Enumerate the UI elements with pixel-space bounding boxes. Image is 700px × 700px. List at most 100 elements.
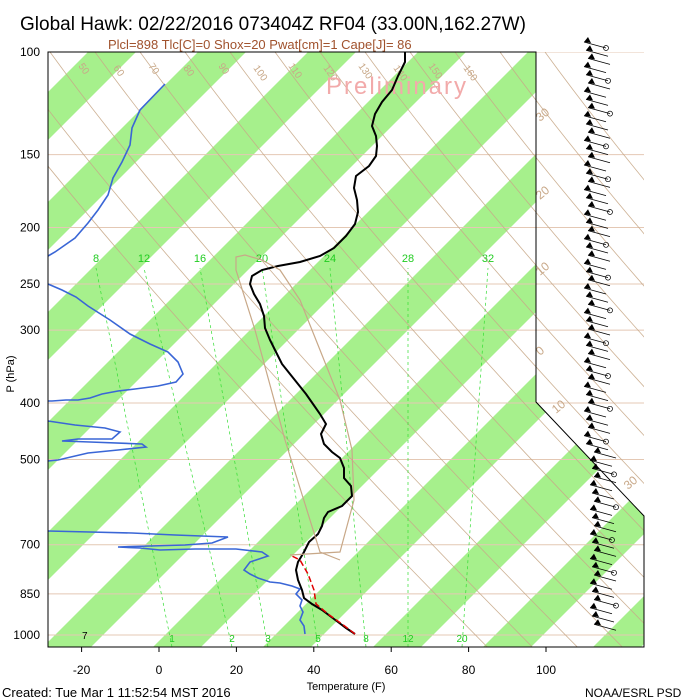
calm-circle xyxy=(605,373,611,379)
temperature-band xyxy=(320,52,644,647)
wind-barb xyxy=(587,82,611,90)
wind-barb xyxy=(583,189,607,196)
mixing-ratio-bottom-label: 3 xyxy=(265,634,271,645)
wind-flag xyxy=(584,184,591,191)
wind-barb xyxy=(593,574,617,582)
plot-frame xyxy=(47,51,645,648)
wind-flag xyxy=(584,86,591,93)
wind-barb xyxy=(583,435,607,442)
pressure-tick-label: 400 xyxy=(20,396,40,410)
wind-barb xyxy=(583,115,607,123)
wind-barb xyxy=(585,246,609,254)
wind-barb xyxy=(591,541,615,549)
wind-barb xyxy=(589,459,613,467)
calm-circle xyxy=(607,405,613,412)
temperature-band xyxy=(100,52,644,647)
calm-circle xyxy=(605,176,611,183)
wind-barb xyxy=(587,131,611,139)
wind-flag xyxy=(586,291,593,298)
temperature-profile xyxy=(248,52,406,635)
wind-flag xyxy=(592,512,599,519)
wind-flag xyxy=(588,201,595,207)
wind-flag xyxy=(590,553,597,560)
wind-flag xyxy=(592,561,599,568)
wind-flag xyxy=(586,266,593,273)
pressure-tick-label: 1000 xyxy=(13,628,40,642)
wind-barb xyxy=(593,623,617,631)
pressure-tick-label: 150 xyxy=(20,148,40,162)
dry-adiabat xyxy=(229,52,644,532)
wind-flag xyxy=(584,258,591,265)
calm-circle xyxy=(613,504,619,511)
wind-flag xyxy=(592,488,599,494)
y-axis-label: P (hPa) xyxy=(5,355,17,392)
calm-circle xyxy=(603,241,609,248)
dry-adiabat xyxy=(544,52,644,181)
wind-flag xyxy=(590,455,597,462)
wind-barb xyxy=(583,238,607,246)
pressure-tick-label: 200 xyxy=(20,221,40,235)
calm-circle xyxy=(605,77,611,84)
wind-barb xyxy=(587,254,611,262)
wind-barb xyxy=(591,492,615,500)
wind-barb xyxy=(593,500,617,508)
temperature-tick-label: 20 xyxy=(230,663,244,677)
wind-flag xyxy=(584,356,591,363)
wind-barb xyxy=(591,615,615,623)
pressure-tick-label: 100 xyxy=(20,45,40,59)
temperature-tick-label: -20 xyxy=(73,663,91,677)
wind-barb xyxy=(593,599,617,606)
temperature-band xyxy=(430,52,644,647)
wind-barb xyxy=(587,353,611,360)
wind-barb xyxy=(583,361,607,369)
wind-barb xyxy=(593,476,617,483)
wind-barb xyxy=(583,164,607,172)
wind-barb xyxy=(589,533,613,541)
calm-circle xyxy=(607,209,613,215)
mixing-ratio-line xyxy=(95,267,173,647)
wind-flag xyxy=(584,381,591,388)
temperature-tick-label: 100 xyxy=(536,663,556,677)
wind-barb xyxy=(591,566,615,574)
wind-barbs xyxy=(583,37,619,631)
temperature-band xyxy=(48,52,628,647)
wind-flag xyxy=(588,78,595,84)
dry-adiabat xyxy=(48,108,533,647)
mixing-ratio-bottom-label: 5 xyxy=(315,634,321,645)
wind-barb xyxy=(583,336,607,344)
wind-flag xyxy=(588,102,595,109)
mixing-ratio-label: 24 xyxy=(324,253,336,265)
wind-barb xyxy=(589,509,613,516)
wind-flag xyxy=(594,545,601,552)
wind-barb xyxy=(583,66,607,73)
calm-circle xyxy=(603,438,609,445)
wind-flag xyxy=(588,373,595,380)
wind-flag xyxy=(586,242,593,248)
wind-flag xyxy=(584,430,591,437)
wind-flag xyxy=(586,45,593,52)
wind-flag xyxy=(584,61,591,68)
dry-adiabat xyxy=(184,52,644,578)
wind-barb xyxy=(589,582,613,590)
pressure-axis: 100 150 200 250 300 400 500 700 850 1000 xyxy=(13,45,40,642)
moist-adiabat-trace xyxy=(235,254,355,561)
dry-adiabat xyxy=(319,52,644,437)
wind-barb xyxy=(585,148,609,155)
calm-circle xyxy=(607,110,613,117)
mixing-ratio-line xyxy=(199,267,269,647)
wind-barb xyxy=(589,607,613,615)
pressure-tick-label: 300 xyxy=(20,323,40,337)
wind-flag xyxy=(584,406,591,412)
pressure-tick-label: 850 xyxy=(20,587,40,601)
wind-flag xyxy=(586,315,593,322)
x-axis-label: Temperature (F) xyxy=(307,681,386,693)
wind-barb xyxy=(583,213,607,221)
wind-flag xyxy=(584,332,591,339)
wind-flag xyxy=(586,414,593,421)
mixing-ratio-label: 8 xyxy=(93,253,99,265)
wind-flag xyxy=(584,110,591,117)
wind-flag xyxy=(592,537,599,544)
wind-barb xyxy=(593,451,617,459)
temperature-tick-label: 0 xyxy=(156,663,163,677)
